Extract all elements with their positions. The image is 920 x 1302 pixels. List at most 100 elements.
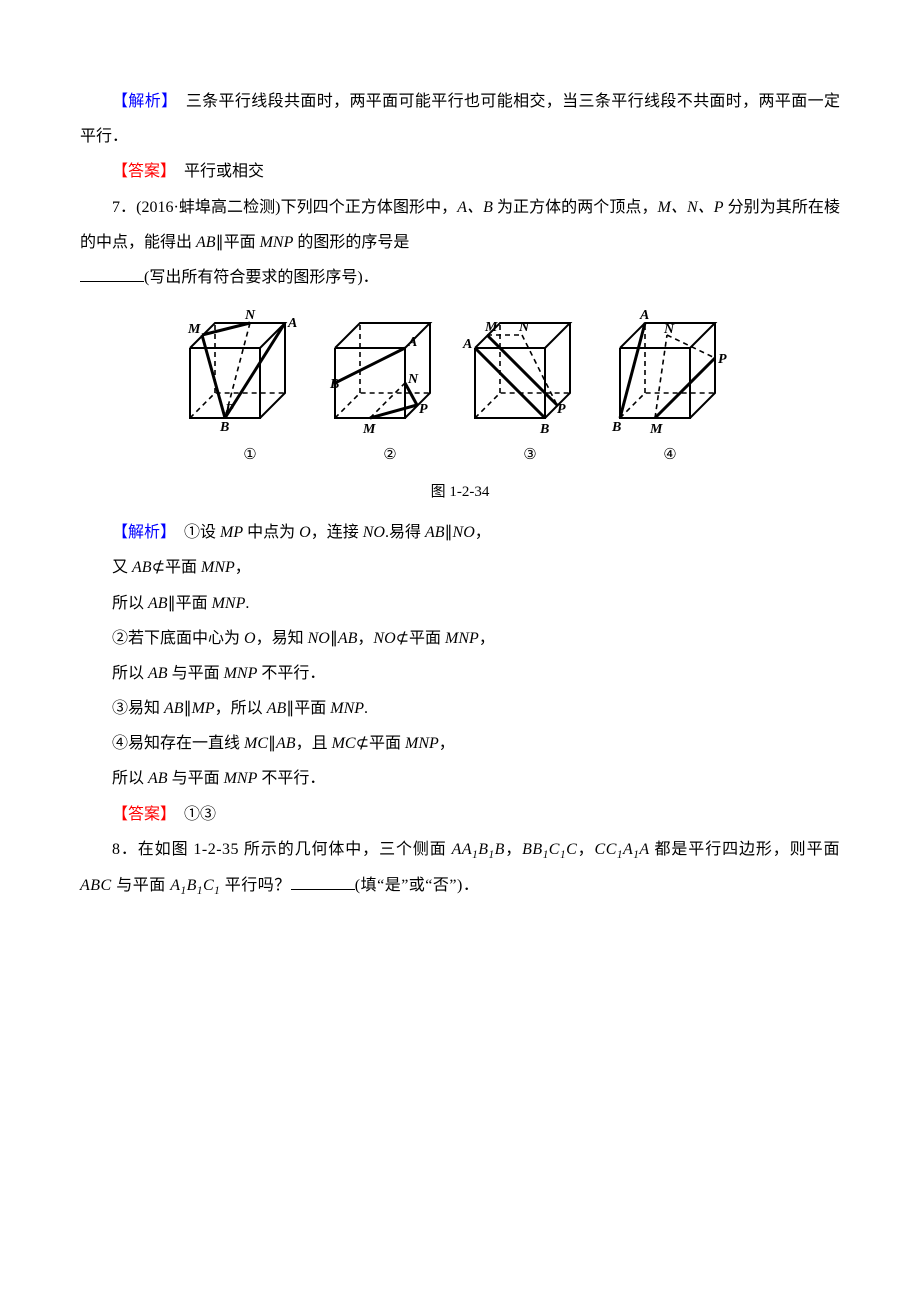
- t: MNP: [405, 735, 439, 752]
- q7-answer-text: ①③: [168, 806, 216, 823]
- fig-label-3: ③: [523, 439, 536, 472]
- t: 8．在如图 1-2-35 所示的几何体中，三个侧面: [112, 841, 452, 858]
- t: ④易知存在一直线: [112, 735, 244, 752]
- t: 不平行．: [257, 770, 325, 787]
- figure-1-2-34: M N A B P A N B M P A M N P B: [80, 305, 840, 435]
- svg-text:B: B: [539, 422, 549, 435]
- cubes-svg: M N A B P A N B M P A M N P B: [180, 305, 740, 435]
- t: C: [566, 841, 577, 858]
- svg-text:P: P: [225, 402, 234, 417]
- t: O: [244, 630, 256, 647]
- t: MC: [332, 735, 356, 752]
- t: BB: [522, 841, 543, 858]
- fig-label-4: ④: [663, 439, 676, 472]
- t: ，且: [296, 735, 332, 752]
- q7-mnp: M、N、P: [658, 199, 724, 216]
- ana-label: 【解析】: [112, 524, 168, 541]
- t: MNP: [330, 700, 364, 717]
- t: .易得: [385, 524, 425, 541]
- t: 所以: [112, 770, 148, 787]
- t: 中点为: [243, 524, 299, 541]
- t: NO: [363, 524, 385, 541]
- t: AB: [164, 700, 184, 717]
- t: MNP: [224, 665, 258, 682]
- t: B: [495, 841, 505, 858]
- q7-stem: 7．(2016·蚌埠高二检测)下列四个正方体图形中，A、B 为正方体的两个顶点，…: [80, 190, 840, 260]
- t: ∥: [184, 700, 192, 717]
- t: ，所以: [215, 700, 267, 717]
- q7-m3: ∥平面: [216, 234, 260, 251]
- t: (填“是”或“否”)．: [355, 877, 480, 894]
- answer-label: 【答案】: [112, 163, 168, 180]
- t: NO: [373, 630, 395, 647]
- t: ，: [479, 630, 495, 647]
- t: 与平面: [168, 665, 224, 682]
- t: ，: [505, 841, 522, 858]
- svg-text:N: N: [407, 372, 419, 387]
- q7-stem-prefix: 7．(2016·蚌埠高二检测)下列四个正方体图形中，: [112, 199, 457, 216]
- t: ∥平面: [286, 700, 330, 717]
- figure-row-labels: ① ② ③ ④: [180, 439, 740, 472]
- t: 不平行．: [257, 665, 325, 682]
- t: C: [203, 877, 214, 894]
- t: MNP: [224, 770, 258, 787]
- svg-text:A: A: [287, 316, 297, 331]
- q7-m1: 为正方体的两个顶点，: [493, 199, 658, 216]
- fig-label-2: ②: [383, 439, 396, 472]
- svg-text:N: N: [518, 320, 530, 335]
- t: .: [364, 700, 368, 717]
- svg-text:B: B: [219, 420, 229, 435]
- t: MC: [244, 735, 268, 752]
- svg-text:A: A: [462, 337, 472, 352]
- svg-text:P: P: [419, 402, 428, 417]
- t: AB: [338, 630, 358, 647]
- svg-text:P: P: [557, 402, 566, 417]
- svg-text:M: M: [484, 320, 498, 335]
- t: MP: [192, 700, 215, 717]
- q7-stem-line2: (写出所有符合要求的图形序号)．: [80, 260, 840, 295]
- q6-answer-text: 平行或相交: [168, 163, 264, 180]
- t: O: [299, 524, 311, 541]
- t: 与平面: [168, 770, 224, 787]
- svg-text:M: M: [362, 422, 376, 435]
- svg-text:A: A: [407, 335, 417, 350]
- blank-input[interactable]: [80, 265, 144, 282]
- svg-text:M: M: [187, 322, 201, 337]
- answer-label: 【答案】: [112, 806, 168, 823]
- t: ⊄平面: [396, 630, 445, 647]
- q7-ana-4b: 所以 AB 与平面 MNP 不平行．: [80, 761, 840, 796]
- svg-text:M: M: [649, 422, 663, 435]
- t: ，: [439, 735, 455, 752]
- t: ，: [357, 630, 373, 647]
- q7-ana-1: 【解析】 ①设 MP 中点为 O，连接 NO.易得 AB∥NO，: [80, 515, 840, 550]
- t: .: [245, 595, 249, 612]
- svg-text:A: A: [639, 308, 649, 323]
- t: AA: [452, 841, 473, 858]
- t: AB: [425, 524, 445, 541]
- q7-ana-2: ②若下底面中心为 O，易知 NO∥AB，NO⊄平面 MNP，: [80, 621, 840, 656]
- t: ABC: [80, 877, 112, 894]
- q7-ab: A、B: [457, 199, 493, 216]
- q7-ana-2b: 所以 AB 与平面 MNP 不平行．: [80, 656, 840, 691]
- t: ①设: [168, 524, 220, 541]
- svg-text:P: P: [718, 352, 727, 367]
- svg-text:N: N: [244, 308, 256, 323]
- t: B: [187, 877, 197, 894]
- svg-text:B: B: [611, 420, 621, 435]
- blank-input[interactable]: [291, 873, 355, 890]
- t: ，易知: [256, 630, 308, 647]
- q7-ana-1c: 所以 AB∥平面 MNP.: [80, 586, 840, 621]
- t: ∥: [330, 630, 338, 647]
- t: AB: [267, 700, 287, 717]
- q7-m4: 的图形的序号是: [293, 234, 409, 251]
- t: ，: [577, 841, 594, 858]
- t: NO: [308, 630, 330, 647]
- t: ③易知: [112, 700, 164, 717]
- t: ∥平面: [168, 595, 212, 612]
- q8-stem: 8．在如图 1-2-35 所示的几何体中，三个侧面 AA1B1B，BB1C1C，…: [80, 832, 840, 904]
- t: 与平面: [112, 877, 171, 894]
- t: 所以: [112, 595, 148, 612]
- t: ，: [235, 559, 251, 576]
- svg-text:B: B: [329, 377, 339, 392]
- t: AB: [276, 735, 296, 752]
